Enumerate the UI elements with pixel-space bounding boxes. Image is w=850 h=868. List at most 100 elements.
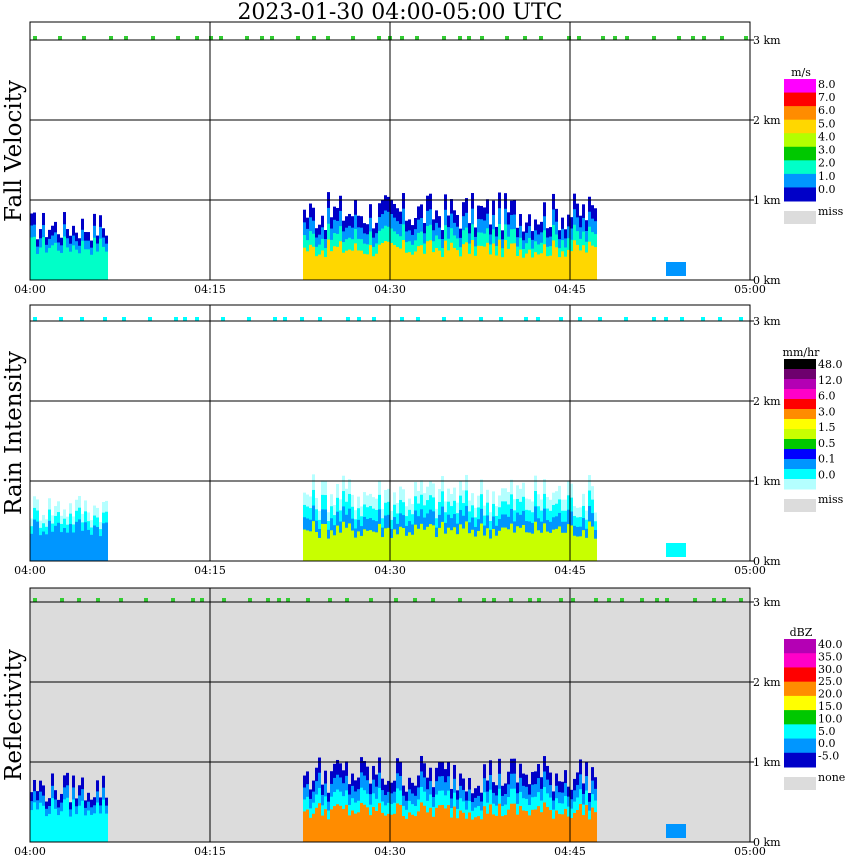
echo-cell (87, 249, 90, 280)
echo-cell (465, 521, 468, 561)
echo-cell (561, 532, 564, 561)
echo-cell (209, 36, 213, 40)
echo-cell (315, 531, 318, 561)
x-tick-label: 04:30 (374, 283, 406, 296)
echo-cell (87, 810, 90, 842)
echo-cell (96, 598, 100, 602)
echo-cell (75, 521, 78, 561)
echo-cell (351, 36, 355, 40)
echo-cell (369, 530, 372, 561)
echo-cell (522, 524, 525, 561)
echo-cell (570, 251, 573, 280)
echo-cell (57, 522, 60, 561)
echo-cell (36, 521, 39, 561)
echo-cell (442, 36, 446, 40)
echo-cell (345, 527, 348, 561)
echo-cell (516, 526, 519, 561)
legend-label: 3.0 (818, 405, 836, 418)
echo-cell (489, 804, 492, 842)
echo-cell (420, 523, 423, 561)
echo-cell (465, 242, 468, 280)
echo-cell (283, 317, 287, 321)
echo-cell (339, 532, 342, 561)
echo-cell (195, 317, 199, 321)
legend: dBZ 40.035.030.025.020.015.010.05.00.0-5.… (784, 626, 845, 790)
echo-cell (78, 253, 81, 280)
echo-cell (348, 249, 351, 280)
echo-cell (579, 804, 582, 842)
echo-cell (351, 250, 354, 280)
echo-cell (486, 528, 489, 561)
echo-cell (513, 243, 516, 280)
echo-cell (564, 256, 567, 280)
echo-cell (507, 809, 510, 842)
echo-cell (39, 535, 42, 561)
legend-label: 2.0 (818, 157, 836, 170)
echo-cell (510, 523, 513, 561)
echo-cell (492, 814, 495, 842)
echo-cell (33, 519, 36, 561)
echo-cell (677, 36, 681, 40)
echo-cell (567, 816, 570, 842)
echo-cell (456, 534, 459, 561)
legend-swatch (784, 79, 816, 94)
echo-cell (306, 809, 309, 842)
echo-cell (555, 528, 558, 561)
echo-cell (303, 247, 306, 280)
echo-cell (576, 536, 579, 561)
echo-cell (441, 257, 444, 280)
echo-cell (534, 809, 537, 842)
echo-cell (348, 523, 351, 561)
echo-cell (42, 531, 45, 561)
echo-cell (245, 36, 249, 40)
echo-cell (459, 810, 462, 842)
echo-cell (655, 598, 659, 602)
echo-cell (561, 814, 564, 842)
legend-label: 30.0 (818, 663, 843, 676)
echo-cell (326, 36, 330, 40)
echo-cell (354, 537, 357, 561)
echo-cell (501, 257, 504, 280)
echo-cell (594, 598, 598, 602)
echo-cell (498, 530, 501, 561)
echo-cell (72, 799, 75, 842)
echo-cell (471, 239, 474, 280)
echo-cell (474, 536, 477, 561)
echo-cell (400, 317, 404, 321)
echo-cell (351, 530, 354, 561)
echo-cell (531, 809, 534, 842)
legend-swatch (784, 119, 816, 134)
echo-cell (492, 598, 496, 602)
echo-cell (183, 317, 187, 321)
echo-cell (483, 806, 486, 842)
echo-cell (498, 239, 501, 280)
echo-cell (306, 598, 310, 602)
echo-cell (579, 250, 582, 280)
echo-cell (537, 254, 540, 280)
echo-cell (303, 811, 306, 842)
legend-swatch (784, 160, 816, 175)
echo-cell (45, 252, 48, 280)
echo-cell (330, 809, 333, 842)
echo-cell (270, 36, 274, 40)
echo-cell (375, 253, 378, 280)
echo-cell (495, 815, 498, 842)
echo-cell (360, 250, 363, 280)
echo-cell (442, 317, 446, 321)
echo-cell (296, 36, 300, 40)
y-tick-label: 3 km (753, 34, 781, 47)
echo-cell (722, 598, 726, 602)
echo-cell (80, 317, 84, 321)
echo-cell (318, 317, 322, 321)
echo-cell (66, 532, 69, 561)
echo-cell (665, 598, 669, 602)
echo-cell (567, 249, 570, 280)
legend-label: 10.0 (818, 712, 843, 725)
echo-cell (105, 251, 108, 280)
echo-cell (87, 529, 90, 561)
echo-cell (519, 249, 522, 280)
legend-label: 0.5 (818, 437, 836, 450)
echo-cell (559, 598, 563, 602)
echo-cell (315, 807, 318, 842)
echo-cell (540, 532, 543, 561)
